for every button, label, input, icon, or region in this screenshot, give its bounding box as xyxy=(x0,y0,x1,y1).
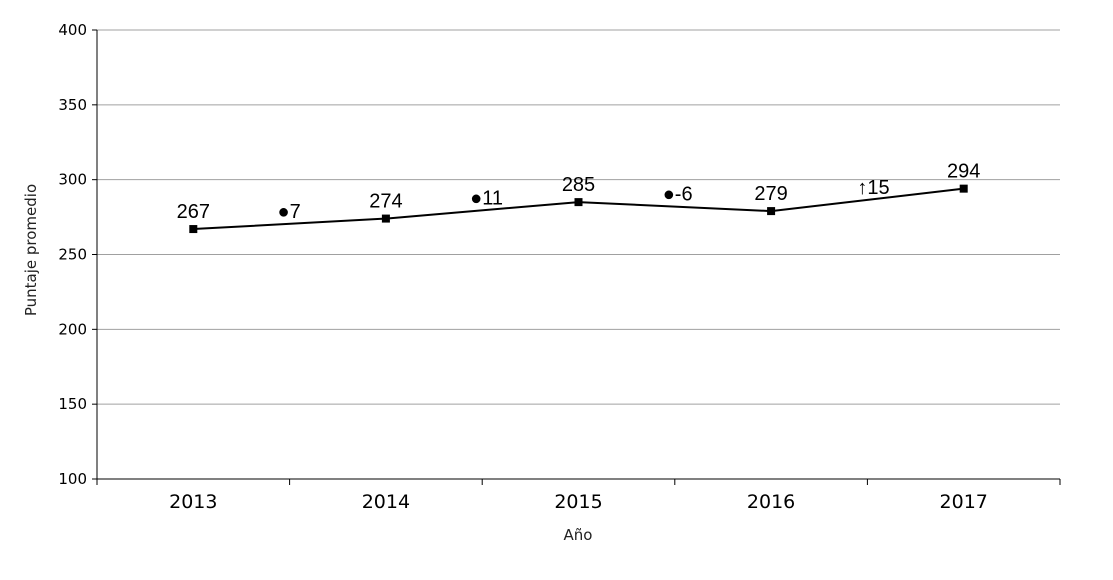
x-tick-label: 2015 xyxy=(554,491,602,513)
data-labels: 267 274 285 279 294 xyxy=(177,161,981,223)
gridlines xyxy=(97,29,1060,405)
series-line xyxy=(189,184,968,234)
change-marker: ● xyxy=(470,187,482,209)
x-tick-label: 2017 xyxy=(940,491,988,513)
data-point-marker xyxy=(189,225,198,234)
change-indicator: ↑ 15 xyxy=(857,177,889,199)
change-marker: ↑ xyxy=(857,177,867,199)
y-tick-label: 150 xyxy=(58,395,87,413)
y-axis-title: Puntaje promedio xyxy=(22,184,40,316)
x-tick-label: 2016 xyxy=(747,491,795,513)
change-labels: ● 7● 11 ● -6 ↑ 15 xyxy=(278,177,890,223)
data-point-marker xyxy=(959,184,968,193)
change-value: 15 xyxy=(867,177,889,199)
x-axis-title: Año xyxy=(564,526,593,544)
x-tick-label: 2014 xyxy=(362,491,410,513)
y-tick-label: 250 xyxy=(58,246,87,264)
y-tick-label: 300 xyxy=(58,171,87,189)
change-value: 7 xyxy=(290,201,301,223)
y-axis-ticks: 100 150 200 250 300 350 400 xyxy=(58,21,97,488)
change-marker: ● xyxy=(663,184,675,206)
change-indicator: ● 7 xyxy=(278,201,301,223)
change-indicator: ● 11 xyxy=(470,187,503,209)
data-point-marker xyxy=(381,214,390,223)
data-label: 279 xyxy=(754,183,787,205)
y-tick-label: 400 xyxy=(58,21,87,39)
data-point-marker xyxy=(574,198,583,207)
y-tick-label: 100 xyxy=(58,470,87,488)
y-tick-label: 350 xyxy=(58,96,87,114)
data-label: 274 xyxy=(369,191,402,213)
change-value: -6 xyxy=(675,184,693,206)
change-marker: ● xyxy=(278,201,290,223)
y-tick-label: 200 xyxy=(58,320,87,338)
data-label: 267 xyxy=(177,201,210,223)
x-axis-ticks: 2013 2014 2015 2016 2017 xyxy=(96,479,1061,513)
data-point-marker xyxy=(767,207,776,216)
data-label: 294 xyxy=(947,161,980,183)
change-value: 11 xyxy=(482,187,503,209)
change-indicator: ● -6 xyxy=(663,184,693,206)
x-tick-label: 2013 xyxy=(169,491,217,513)
data-label: 285 xyxy=(562,174,595,196)
